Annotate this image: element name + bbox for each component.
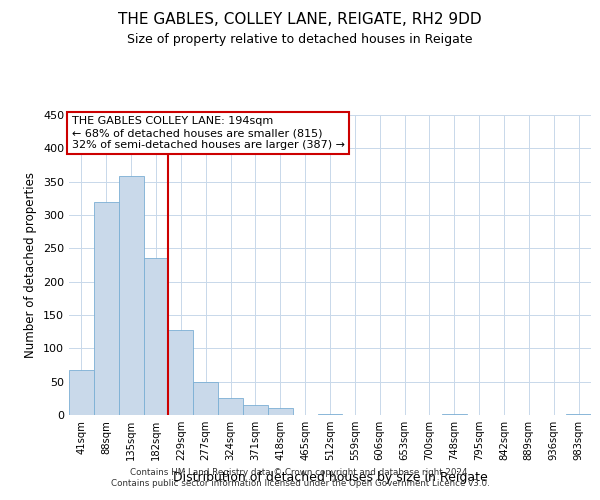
Bar bbox=[169, 330, 193, 415]
Bar bbox=[243, 405, 268, 415]
Bar bbox=[566, 414, 591, 415]
Bar bbox=[317, 414, 343, 415]
Bar bbox=[69, 370, 94, 415]
Text: THE GABLES, COLLEY LANE, REIGATE, RH2 9DD: THE GABLES, COLLEY LANE, REIGATE, RH2 9D… bbox=[118, 12, 482, 28]
Bar bbox=[218, 398, 243, 415]
Text: Size of property relative to detached houses in Reigate: Size of property relative to detached ho… bbox=[127, 32, 473, 46]
Bar bbox=[119, 176, 143, 415]
Bar bbox=[193, 382, 218, 415]
Bar bbox=[143, 258, 169, 415]
Bar bbox=[268, 408, 293, 415]
Bar bbox=[94, 202, 119, 415]
Text: Contains HM Land Registry data © Crown copyright and database right 2024.
Contai: Contains HM Land Registry data © Crown c… bbox=[110, 468, 490, 487]
X-axis label: Distribution of detached houses by size in Reigate: Distribution of detached houses by size … bbox=[173, 472, 487, 484]
Text: THE GABLES COLLEY LANE: 194sqm
← 68% of detached houses are smaller (815)
32% of: THE GABLES COLLEY LANE: 194sqm ← 68% of … bbox=[71, 116, 344, 150]
Y-axis label: Number of detached properties: Number of detached properties bbox=[25, 172, 37, 358]
Bar bbox=[442, 414, 467, 415]
